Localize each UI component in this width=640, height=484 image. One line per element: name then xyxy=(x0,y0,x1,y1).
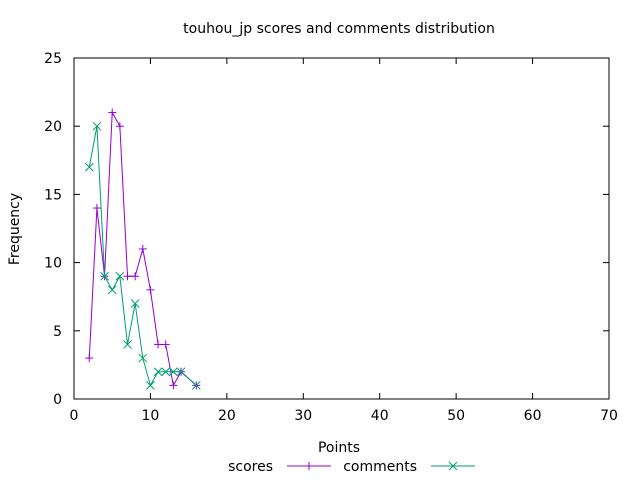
scores-point xyxy=(169,381,178,390)
comments-point xyxy=(115,271,125,281)
comments-line xyxy=(88,126,197,387)
scores-point xyxy=(146,285,155,294)
x-tick-label: 70 xyxy=(600,408,618,424)
chart-title: touhou_jp scores and comments distributi… xyxy=(183,21,495,37)
x-tick-label: 10 xyxy=(142,408,160,424)
comments-point xyxy=(176,367,186,377)
scores-point xyxy=(85,354,94,363)
comments-point xyxy=(153,367,163,377)
legend-item-scores: scores xyxy=(228,459,331,475)
comments-point xyxy=(169,367,178,377)
y-tick-label: 25 xyxy=(44,51,62,67)
comments-point xyxy=(161,367,171,377)
legend-marker xyxy=(448,461,458,471)
comments-point xyxy=(123,340,132,349)
comments-point xyxy=(107,285,117,295)
scores-line xyxy=(88,110,197,387)
comments-point xyxy=(100,271,109,281)
y-tick-label: 5 xyxy=(53,324,62,340)
scores-point xyxy=(138,244,147,253)
y-tick-label: 20 xyxy=(44,119,62,135)
x-axis-label: Points xyxy=(318,440,360,456)
scores-point xyxy=(154,340,163,349)
scores-point xyxy=(92,204,101,213)
legend-label: comments xyxy=(343,459,417,475)
scores-point xyxy=(115,122,124,131)
scores-point xyxy=(161,340,170,349)
y-tick-label: 10 xyxy=(44,256,62,272)
legend-label: scores xyxy=(228,459,273,475)
comments-point xyxy=(191,381,201,390)
scores-point xyxy=(108,108,117,117)
comments-point xyxy=(84,162,94,172)
x-tick-label: 40 xyxy=(371,408,389,424)
y-tick-label: 15 xyxy=(44,187,62,203)
x-tick-label: 30 xyxy=(294,408,312,424)
series-scores xyxy=(85,108,201,390)
y-tick-label: 0 xyxy=(53,392,62,408)
plot-frame xyxy=(73,57,610,400)
legend-item-comments: comments xyxy=(343,459,475,475)
x-tick-label: 60 xyxy=(524,408,542,424)
y-axis-label: Frequency xyxy=(7,193,23,265)
comments-point xyxy=(138,353,148,363)
scores-point xyxy=(123,272,132,281)
comments-point xyxy=(130,299,140,308)
x-tick-label: 50 xyxy=(447,408,465,424)
legend-marker xyxy=(305,462,313,470)
comments-point xyxy=(92,121,102,131)
series-layer xyxy=(84,108,201,390)
x-tick-label: 0 xyxy=(70,408,79,424)
x-tick-label: 20 xyxy=(218,408,236,424)
comments-point xyxy=(146,381,155,390)
legend: scores comments xyxy=(228,459,475,475)
scores-point xyxy=(131,272,140,281)
series-comments xyxy=(84,121,201,390)
axes: 0 10 20 30 40 50 60 70 0 5 10 15 20 25 xyxy=(44,51,618,424)
